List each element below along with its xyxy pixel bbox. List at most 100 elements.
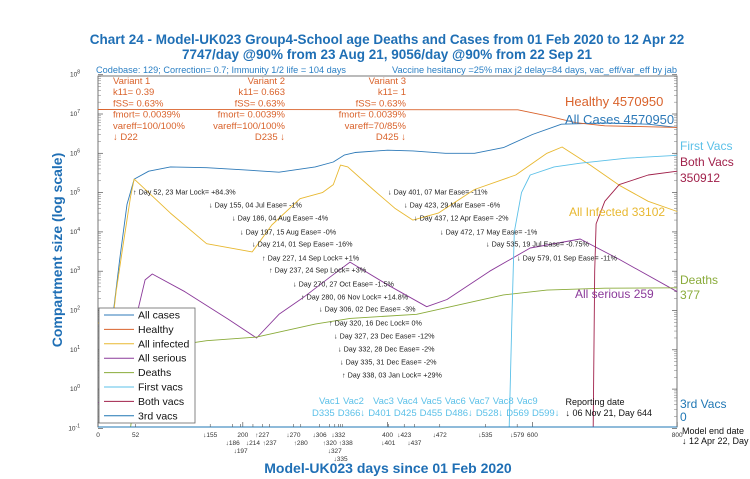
vaccination-label: Vac7: [469, 396, 490, 407]
day-marker-label: 186: [229, 440, 240, 447]
vaccination-label: Vac9: [517, 396, 538, 407]
intervention-annotation: ↓ Day 270, 27 Oct Ease= -1.5%: [293, 280, 394, 289]
day-marker-arrow: ↓: [203, 432, 206, 439]
end-label: 377: [680, 288, 700, 302]
vaccination-day: D486↓: [445, 408, 472, 419]
intervention-annotation: ↓ Day 214, 01 Sep Ease= -16%: [252, 240, 353, 249]
day-marker: ↓335: [333, 456, 347, 463]
x-tick-label: 400: [382, 432, 393, 439]
day-marker-label: 437: [411, 440, 422, 447]
end-label: 0: [680, 410, 687, 424]
y-tick-label: 104: [70, 227, 80, 236]
day-marker-label: 332: [335, 432, 346, 439]
end-label: 350912: [680, 171, 720, 185]
variant-1-text: Variant 1: [113, 76, 150, 87]
day-marker: ↑280: [294, 440, 308, 447]
day-marker-label: 423: [400, 432, 411, 439]
series-both-vacs: [98, 170, 678, 428]
x-tick-label: 600: [527, 432, 538, 439]
end-label: All Infected 33102: [569, 205, 665, 219]
day-marker: ↓472: [433, 432, 447, 439]
vaccination-day: D569: [506, 408, 529, 419]
day-marker-label: 227: [259, 432, 270, 439]
day-marker-label: 52: [132, 432, 140, 439]
legend-entry: Deaths: [138, 367, 171, 379]
day-marker-label: 472: [436, 432, 447, 439]
end-label: All Cases 4570950: [565, 112, 674, 127]
day-marker-arrow: ↓: [286, 432, 289, 439]
intervention-annotation: ↓ Day 306, 02 Dec Ease= -3%: [319, 305, 416, 314]
chart-title: Chart 24 - Model-UK023 Group4-School age…: [90, 32, 684, 47]
day-marker-arrow: ↓: [312, 432, 315, 439]
day-marker: 52: [132, 432, 140, 439]
end-label: Healthy 4570950: [565, 94, 663, 109]
y-tick-label: 102: [70, 306, 80, 315]
day-marker-label: 280: [297, 440, 308, 447]
intervention-annotation: ↓ Day 535, 19 Jul Ease= -0.75%: [486, 240, 589, 249]
variant-2-text: k11= 0.663: [238, 87, 285, 98]
axes: 10-1 100 101 102 103 104 105 106 107 108 0 200 400 60…: [68, 70, 683, 439]
x-tick-label: 0: [96, 432, 100, 439]
vaccination-day: D335: [312, 408, 335, 419]
day-marker: ↓437: [407, 440, 421, 447]
intervention-annotation: ↓ Day 186, 04 Aug Ease= -4%: [232, 214, 329, 223]
day-marker: ↑338: [339, 440, 353, 447]
day-marker: ↓327: [328, 448, 342, 455]
end-label: 3rd Vacs: [680, 397, 726, 411]
day-marker: ↓270: [286, 432, 300, 439]
day-marker-arrow: ↓: [246, 440, 249, 447]
variant-3-text: vareff=70/85%: [345, 121, 407, 132]
day-marker: ↓186: [226, 440, 240, 447]
legend-entry: All serious: [138, 353, 186, 365]
variant-1-text: k11= 0.39: [113, 87, 154, 98]
legend-entry: First vacs: [138, 382, 183, 394]
intervention-annotation: ↓ Day 472, 17 May Ease= -1%: [440, 228, 538, 237]
day-marker-arrow: ↑: [294, 440, 297, 447]
legend-entry: All cases: [138, 310, 180, 322]
day-marker: ↓155: [203, 432, 217, 439]
day-marker: ↓423: [397, 432, 411, 439]
variant-1-text: ↓ D22: [113, 132, 138, 143]
intervention-annotation: ↓ Day 423, 29 Mar Ease= -6%: [404, 201, 501, 210]
day-marker-arrow: ↓: [397, 432, 400, 439]
vaccination-day: D455: [420, 408, 443, 419]
intervention-annotation: ↑ Day 227, 14 Sep Lock= +1%: [262, 254, 360, 263]
day-marker-arrow: ↓: [234, 448, 237, 455]
intervention-annotation: ↑ Day 280, 06 Nov Lock= +14.8%: [301, 293, 409, 302]
day-marker-arrow: ↓: [226, 440, 229, 447]
day-marker-label: 535: [482, 432, 493, 439]
model-end-date-label: Model end date: [682, 426, 744, 436]
variant-2-text: fmort= 0.0039%: [218, 110, 286, 121]
y-tick-label: 105: [70, 188, 80, 197]
vaccination-label: Vac3: [373, 396, 394, 407]
intervention-annotation: ↑ Day 320, 16 Dec Lock= 0%: [329, 319, 422, 328]
vaccination-label: Vac4: [397, 396, 418, 407]
day-marker-arrow: ↓: [510, 432, 513, 439]
day-marker-label: 270: [290, 432, 301, 439]
legend: All cases Healthy All infected All serious D…: [98, 307, 196, 424]
day-marker-arrow: ↑: [339, 440, 342, 447]
day-marker-label: 335: [337, 456, 348, 463]
intervention-annotation: ↓ Day 332, 28 Dec Ease= -2%: [338, 345, 435, 354]
vaccination-day: D528↓: [476, 408, 503, 419]
day-marker: ↓214: [246, 440, 260, 447]
vaccination-label: Vac2: [343, 396, 364, 407]
variant-1-text: vareff=100/100%: [113, 121, 185, 132]
variant-3-text: D425 ↓: [376, 132, 406, 143]
intervention-annotation: ↓ Day 155, 04 Jul Ease= -1%: [209, 201, 302, 210]
intervention-annotation: ↓ Day 327, 23 Dec Ease= -12%: [334, 332, 435, 341]
y-tick-label: 108: [70, 70, 80, 79]
legend-box: [98, 307, 196, 424]
x-tick-label: 200: [237, 432, 248, 439]
day-marker-arrow: ↓: [331, 432, 334, 439]
series-healthy: [97, 109, 678, 128]
day-marker-arrow: ↑: [323, 440, 326, 447]
day-marker-arrow: ↑: [255, 432, 258, 439]
day-marker: ↓579: [510, 432, 524, 439]
intervention-annotation: ↓ Day 437, 12 Apr Ease= -2%: [414, 214, 509, 223]
vaccination-day: D401: [368, 408, 391, 419]
series-first-vacs: [98, 154, 678, 428]
day-marker-label: 401: [385, 440, 396, 447]
vaccination-day: D599↓: [532, 408, 559, 419]
